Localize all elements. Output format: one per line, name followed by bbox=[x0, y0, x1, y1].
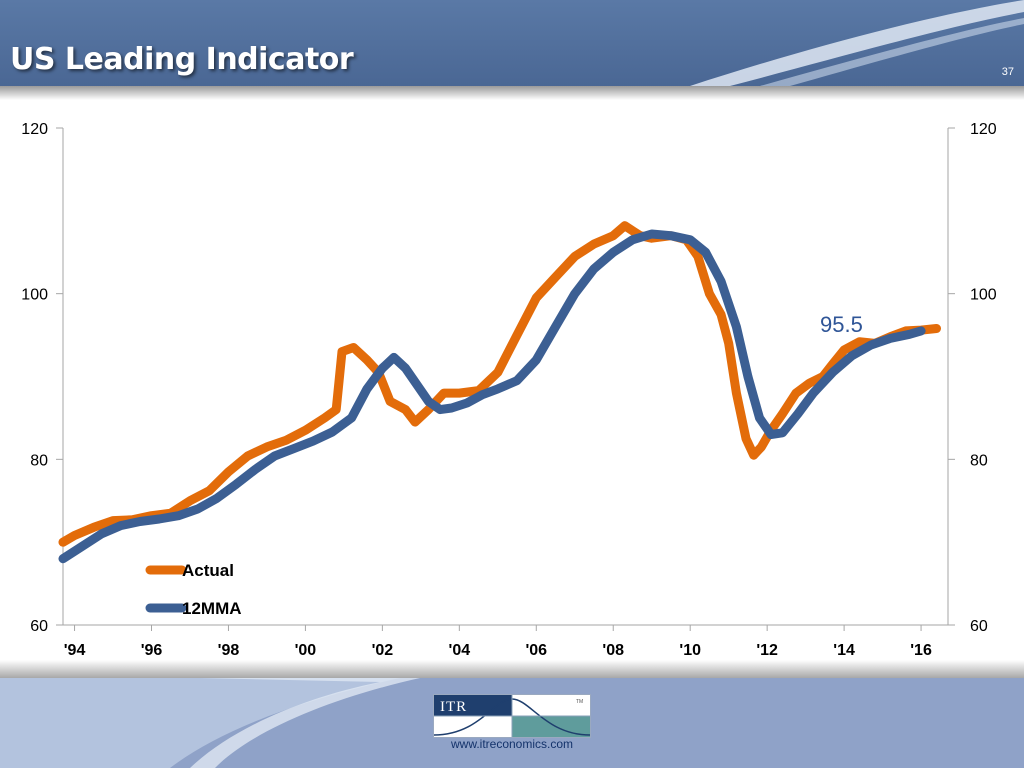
y-tick-label-right: 60 bbox=[970, 618, 988, 635]
x-tick-label: '98 bbox=[218, 642, 240, 659]
legend-label-actual: Actual bbox=[182, 561, 234, 580]
chart-legend: Actual 12MMA bbox=[145, 561, 242, 618]
series-line-12mma bbox=[58, 229, 926, 564]
x-tick-label: '96 bbox=[141, 642, 163, 659]
x-tick-label: '02 bbox=[372, 642, 394, 659]
slide-header: US Leading Indicator 37 bbox=[0, 0, 1024, 100]
x-tick-label: '16 bbox=[910, 642, 932, 659]
header-banner bbox=[0, 0, 1024, 100]
y-tick-label-left: 80 bbox=[30, 452, 48, 469]
x-tick-label: '04 bbox=[449, 642, 471, 659]
slide-footer: ITR TM www.itreconomics.com bbox=[0, 660, 1024, 768]
x-tick-label: '00 bbox=[295, 642, 317, 659]
x-tick-label: '14 bbox=[833, 642, 855, 659]
x-tick-label: '08 bbox=[602, 642, 624, 659]
last-value-annotation: 95.5 bbox=[820, 312, 863, 337]
chart-series bbox=[58, 221, 941, 564]
chart-axes: 60 60 80 80 100 100 120 120 '94 '96 '98 '00 '02 '04 '0… bbox=[21, 121, 997, 659]
y-tick-label-left: 60 bbox=[30, 618, 48, 635]
itr-logo: ITR TM bbox=[433, 694, 591, 738]
x-tick-label: '12 bbox=[756, 642, 778, 659]
x-tick-label: '10 bbox=[679, 642, 701, 659]
x-tick-label: '94 bbox=[64, 642, 86, 659]
chart-area: 60 60 80 80 100 100 120 120 '94 '96 '98 '00 '02 '04 '0… bbox=[0, 100, 1024, 660]
y-tick-label-right: 100 bbox=[970, 287, 997, 304]
y-tick-label-left: 120 bbox=[21, 121, 48, 138]
line-chart: 60 60 80 80 100 100 120 120 '94 '96 '98 '00 '02 '04 '0… bbox=[21, 121, 997, 659]
y-tick-label-right: 80 bbox=[970, 452, 988, 469]
footer-url[interactable]: www.itreconomics.com bbox=[450, 737, 574, 751]
page-number: 37 bbox=[1001, 66, 1014, 78]
slide-title: US Leading Indicator bbox=[10, 42, 354, 77]
itr-logo-text: ITR bbox=[440, 699, 467, 715]
x-tick-label: '06 bbox=[525, 642, 547, 659]
y-tick-label-right: 120 bbox=[970, 121, 997, 138]
series-line-actual bbox=[58, 221, 941, 547]
legend-label-12mma: 12MMA bbox=[182, 599, 242, 618]
itr-logo-graphic: ITR TM bbox=[434, 695, 590, 737]
itr-logo-tm: TM bbox=[576, 699, 583, 705]
y-tick-label-left: 100 bbox=[21, 287, 48, 304]
